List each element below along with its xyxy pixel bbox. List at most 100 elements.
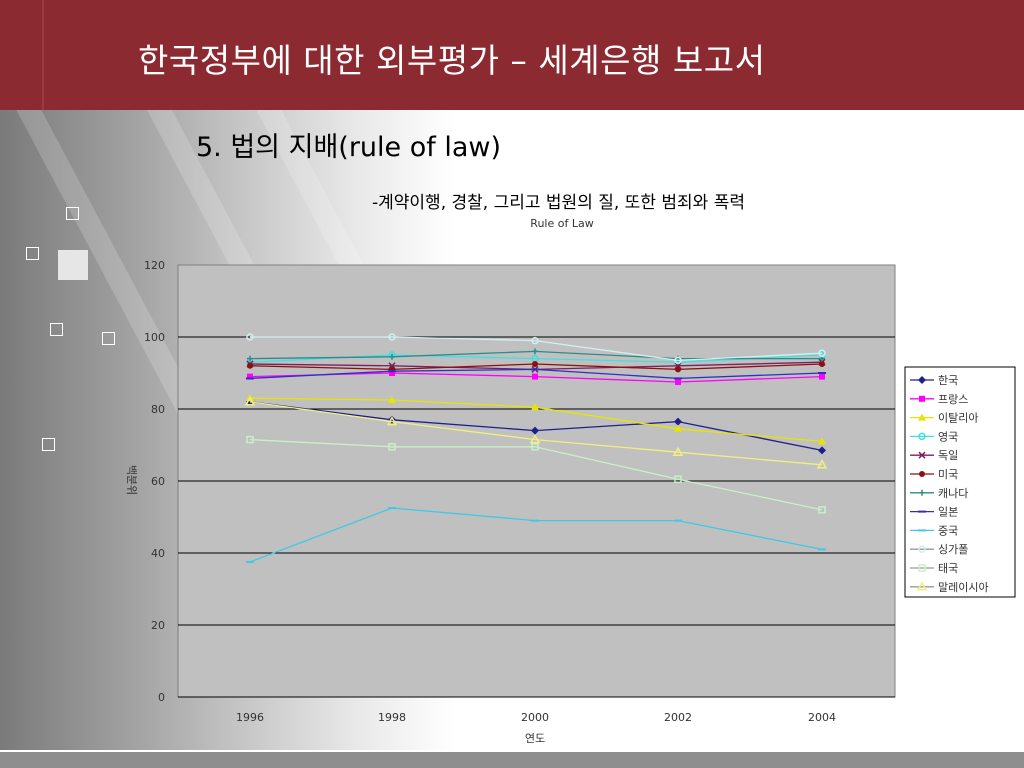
y-tick-label: 40 <box>151 547 165 560</box>
data-point <box>919 489 925 496</box>
y-tick-label: 100 <box>144 331 165 344</box>
legend-item: 캐나다 <box>910 487 968 500</box>
x-axis-label: 연도 <box>525 732 545 745</box>
data-point <box>918 432 926 441</box>
data-point <box>388 333 396 341</box>
data-point <box>531 426 539 435</box>
data-point <box>675 379 681 385</box>
decorative-square <box>66 207 79 220</box>
legend-label: 캐나다 <box>938 487 968 500</box>
data-point <box>916 581 928 591</box>
data-point <box>246 333 254 341</box>
data-point <box>918 564 926 572</box>
data-point <box>819 373 825 380</box>
data-point <box>247 355 253 362</box>
data-point <box>244 396 256 406</box>
legend-item: 태국 <box>910 562 958 575</box>
legend-item: 이탈리아 <box>910 412 978 425</box>
data-point <box>388 443 396 451</box>
decorative-square <box>26 247 39 260</box>
legend-item: 말레이시아 <box>910 581 989 594</box>
data-point <box>818 446 826 455</box>
decorative-square-filled <box>58 250 88 280</box>
y-tick-label: 0 <box>158 691 165 704</box>
legend-item: 프랑스 <box>910 393 968 406</box>
data-point <box>247 362 253 369</box>
x-tick-label: 2002 <box>664 711 692 724</box>
y-tick-label: 20 <box>151 619 165 632</box>
y-axis-label: 백분위 <box>125 465 138 495</box>
series-line <box>249 401 823 466</box>
legend-item: 일본 <box>910 505 958 519</box>
x-tick-label: 1998 <box>378 711 406 724</box>
legend-label: 중국 <box>938 524 958 537</box>
title-bar-divider <box>42 0 44 110</box>
data-point <box>918 413 926 421</box>
tick-labels: 0 20 40 60 80 100 120 1996 1998 2000 2002 2004 <box>144 259 836 724</box>
series-line <box>250 336 823 362</box>
data-point <box>532 348 538 355</box>
series-일본 <box>246 368 826 380</box>
legend-item: 중국 <box>910 524 958 537</box>
data-point <box>819 361 825 367</box>
data-point <box>818 506 826 514</box>
legend-label: 말레이시아 <box>938 581 989 594</box>
data-point <box>674 356 682 365</box>
data-point <box>531 443 539 451</box>
data-point <box>816 459 828 469</box>
data-point <box>246 435 254 444</box>
legend-label: 한국 <box>938 374 958 387</box>
chart-title: Rule of Law <box>530 217 594 230</box>
data-point <box>389 370 395 376</box>
legend-label: 미국 <box>938 468 958 481</box>
section-description: -계약이행, 경찰, 그리고 법원의 질, 또한 범죄와 폭력 <box>372 193 745 213</box>
data-point <box>672 446 684 456</box>
data-point <box>818 437 826 445</box>
data-point <box>532 361 538 367</box>
legend-item: 싱가폴 <box>910 543 968 556</box>
series-layer <box>244 333 828 563</box>
decorative-square <box>102 332 115 345</box>
data-point <box>389 353 395 360</box>
data-point <box>532 373 538 380</box>
section-heading: 5. 법의 지배(rule of law) <box>196 132 501 163</box>
series-싱가폴 <box>246 333 826 365</box>
decorative-square <box>50 323 63 336</box>
y-tick-label: 80 <box>151 403 165 416</box>
legend-label: 이탈리아 <box>938 412 978 425</box>
legend-label: 독일 <box>938 448 958 462</box>
legend-label: 싱가폴 <box>938 543 968 556</box>
legend-label: 태국 <box>938 562 958 575</box>
series-중국 <box>246 507 826 563</box>
data-point <box>918 376 926 384</box>
data-point <box>818 349 826 357</box>
title-bar: 한국정부에 대한 외부평가 – 세계은행 보고서 <box>0 0 1024 110</box>
legend-label: 프랑스 <box>938 393 968 406</box>
x-tick-label: 2000 <box>521 711 549 724</box>
data-point <box>386 416 398 426</box>
data-point <box>919 395 925 402</box>
data-point <box>674 475 682 483</box>
data-point <box>918 451 926 459</box>
data-point <box>247 373 253 380</box>
legend-item: 독일 <box>910 448 958 462</box>
legend-label: 일본 <box>938 505 958 519</box>
x-tick-label: 2004 <box>808 711 836 724</box>
legend-item: 한국 <box>910 374 958 387</box>
data-point <box>388 396 396 403</box>
series-line <box>249 438 823 511</box>
y-tick-label: 120 <box>144 259 165 272</box>
data-point <box>675 366 681 373</box>
legend-item: 영국 <box>910 430 958 443</box>
y-tick-label: 60 <box>151 475 165 488</box>
data-point <box>531 336 539 345</box>
series-이탈리아 <box>246 394 826 445</box>
legend-label: 영국 <box>938 430 958 443</box>
series-태국 <box>246 435 826 514</box>
chart-legend <box>904 366 1016 598</box>
x-tick-label: 1996 <box>236 711 264 724</box>
series-한국 <box>246 397 826 455</box>
data-point <box>531 403 539 411</box>
